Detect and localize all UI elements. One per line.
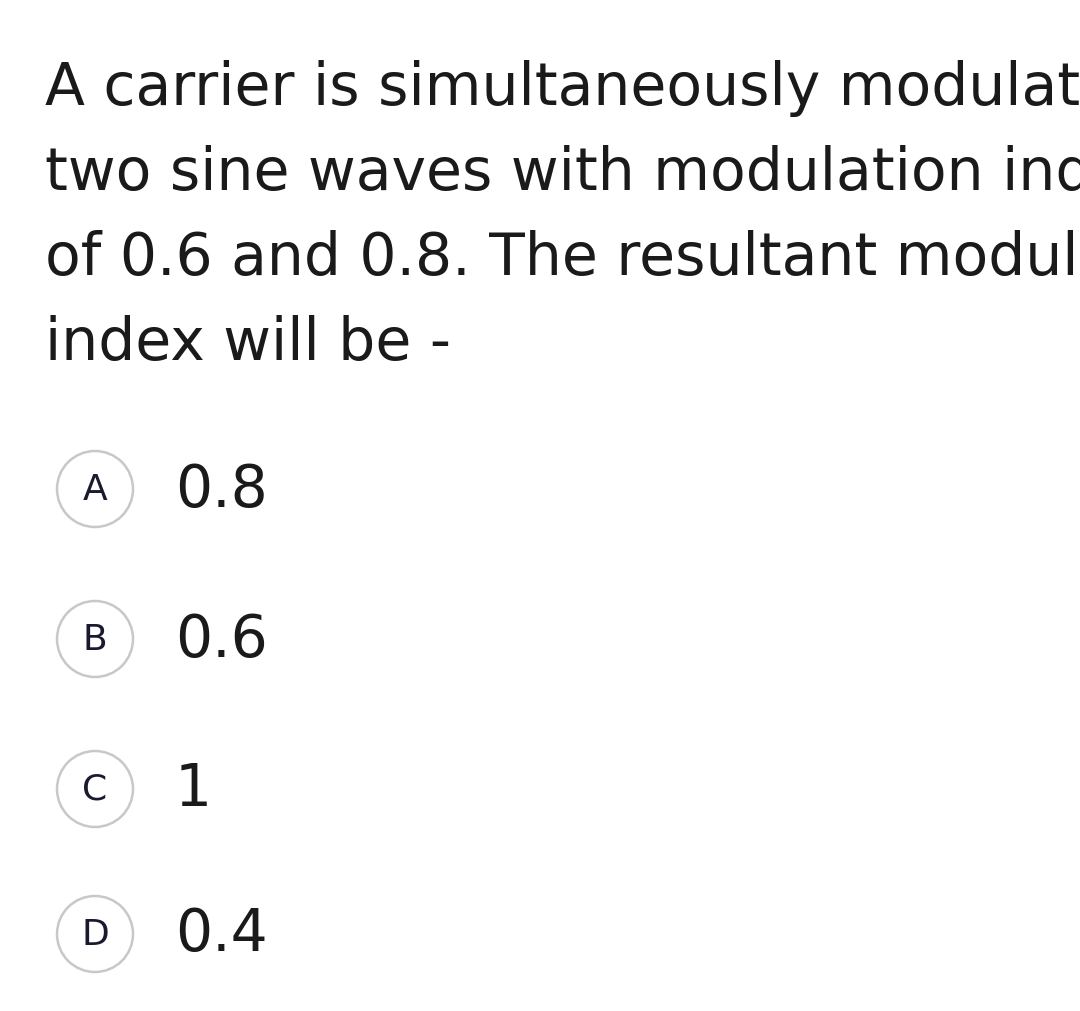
Text: 1: 1 (175, 760, 212, 818)
Text: A carrier is simultaneously modulated by: A carrier is simultaneously modulated by (45, 60, 1080, 117)
Text: A: A (83, 472, 107, 507)
Text: index will be -: index will be - (45, 314, 451, 372)
Text: 0.6: 0.6 (175, 611, 268, 668)
Text: B: B (83, 623, 107, 656)
Text: two sine waves with modulation indices: two sine waves with modulation indices (45, 145, 1080, 202)
Text: C: C (82, 772, 108, 806)
Text: of 0.6 and 0.8. The resultant modulation: of 0.6 and 0.8. The resultant modulation (45, 229, 1080, 287)
Text: 0.4: 0.4 (175, 906, 268, 962)
Text: D: D (81, 917, 109, 951)
Text: 0.8: 0.8 (175, 461, 268, 518)
